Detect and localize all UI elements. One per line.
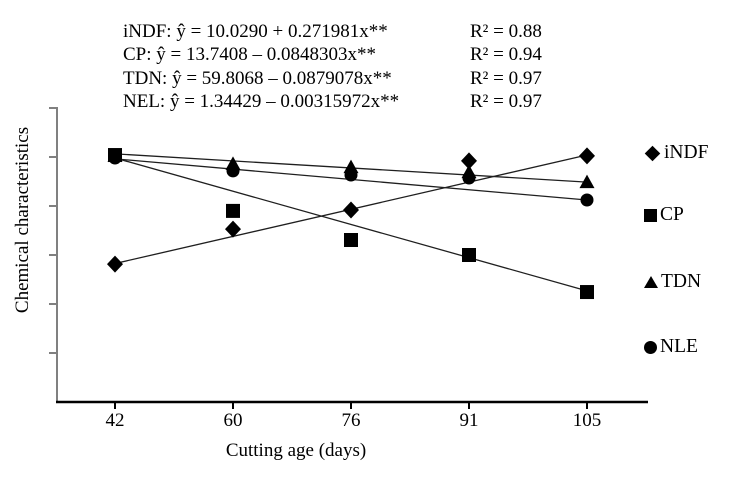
- legend-item-indf: iNDF: [644, 140, 708, 166]
- cp-trendline: [114, 157, 588, 292]
- x-tick-label-91: 91: [459, 410, 479, 431]
- equation-row-nel: NEL: ŷ = 1.34429 – 0.00315972x** R² = 0.…: [123, 90, 542, 113]
- equation-row-cp: CP: ŷ = 13.7408 – 0.0848303x** R² = 0.94: [123, 43, 542, 66]
- indf-point: [225, 220, 241, 238]
- legend-label-cp: CP: [660, 204, 684, 225]
- cp-point: [580, 285, 594, 300]
- cp-point: [226, 203, 240, 218]
- legend-item-nle: NLE: [644, 334, 698, 360]
- indf-point: [343, 201, 359, 219]
- x-tick-label-105: 105: [572, 410, 602, 431]
- x-tick-label-60: 60: [223, 410, 243, 431]
- legend-label-nle: NLE: [660, 336, 698, 357]
- nle-point: [344, 168, 358, 182]
- cp-point: [108, 148, 122, 163]
- r-squared-tdn: R² = 0.97: [470, 67, 542, 89]
- indf-point: [461, 152, 477, 170]
- equation-text-indf: iNDF: ŷ = 10.0290 + 0.271981x**: [123, 21, 388, 42]
- tdn-point: [343, 159, 359, 174]
- nle-point: [580, 193, 594, 207]
- equation-text-nel: NEL: ŷ = 1.34429 – 0.00315972x**: [123, 91, 400, 113]
- indf-point: [107, 255, 123, 273]
- square-icon: [644, 208, 657, 222]
- indf-point: [579, 147, 595, 165]
- circle-icon: [644, 340, 657, 354]
- r-squared-indf: R² = 0.88: [470, 21, 542, 42]
- equation-text-tdn: TDN: ŷ = 59.8068 – 0.0879078x**: [123, 67, 392, 89]
- legend-item-cp: CP: [644, 202, 684, 228]
- tdn-point: [579, 174, 595, 189]
- cp-point: [344, 233, 358, 248]
- legend-label-indf: iNDF: [664, 142, 709, 163]
- regression-equations: iNDF: ŷ = 10.0290 + 0.271981x** R² = 0.8…: [123, 20, 542, 114]
- r-squared-cp: R² = 0.94: [470, 44, 542, 66]
- triangle-icon: [644, 276, 658, 288]
- diamond-icon: [644, 145, 661, 161]
- equation-row-tdn: TDN: ŷ = 59.8068 – 0.0879078x** R² = 0.9…: [123, 67, 542, 90]
- x-tick-label-76: 76: [341, 410, 361, 431]
- nle-point: [226, 164, 240, 178]
- nle-point: [462, 171, 476, 185]
- cp-point: [462, 248, 476, 262]
- legend-label-tdn: TDN: [661, 271, 702, 292]
- equation-text-cp: CP: ŷ = 13.7408 – 0.0848303x**: [123, 44, 376, 66]
- x-axis-title: Cutting age (days): [225, 440, 367, 461]
- r-squared-nel: R² = 0.97: [470, 91, 542, 113]
- x-tick-label-42: 42: [105, 410, 125, 431]
- equation-row-indf: iNDF: ŷ = 10.0290 + 0.271981x** R² = 0.8…: [123, 20, 542, 43]
- legend-item-tdn: TDN: [644, 269, 701, 295]
